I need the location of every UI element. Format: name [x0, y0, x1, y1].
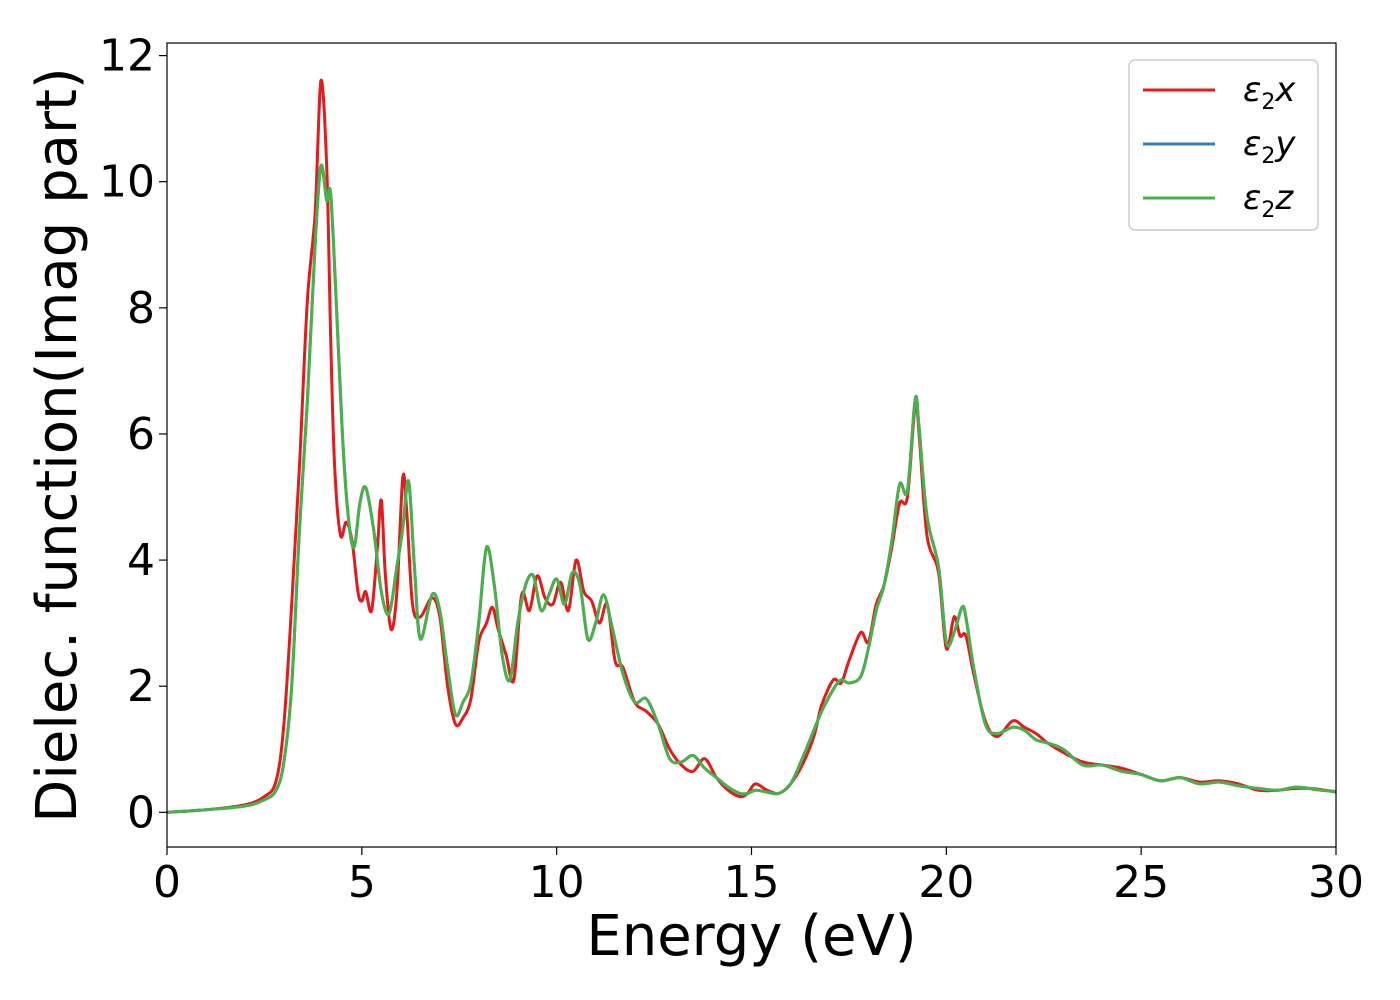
- y-tick-label: 0: [127, 787, 155, 838]
- legend-label-z: ε2z: [1243, 178, 1294, 223]
- y-axis-ticks: 0 2 4 6 8 10 12: [99, 31, 167, 838]
- x-tick-label: 0: [153, 857, 181, 908]
- x-axis-ticks: 0 5 10 15 20 25 30: [153, 847, 1364, 908]
- x-tick-label: 25: [1113, 857, 1169, 908]
- series-line-z: [167, 163, 1336, 814]
- y-tick-label: 4: [127, 535, 155, 586]
- x-tick-label: 30: [1308, 857, 1364, 908]
- legend: ε2x ε2y ε2z: [1128, 59, 1319, 231]
- series-layer: [167, 78, 1336, 814]
- y-tick-label: 8: [127, 283, 155, 334]
- x-tick-label: 15: [724, 857, 780, 908]
- legend-label-x: ε2x: [1243, 70, 1296, 115]
- legend-box: [1128, 59, 1319, 231]
- x-tick-label: 10: [529, 857, 585, 908]
- plot-frame: [166, 42, 1337, 848]
- x-tick-label: 5: [348, 857, 376, 908]
- y-tick-label: 12: [99, 31, 155, 82]
- y-tick-label: 2: [127, 661, 155, 712]
- y-axis-label: Dielec. function(Imag part): [25, 67, 90, 823]
- y-tick-label: 10: [99, 157, 155, 208]
- x-axis-label: Energy (eV): [586, 904, 916, 969]
- y-tick-label: 6: [127, 409, 155, 460]
- legend-label-y: ε2y: [1243, 124, 1296, 169]
- x-tick-label: 20: [918, 857, 974, 908]
